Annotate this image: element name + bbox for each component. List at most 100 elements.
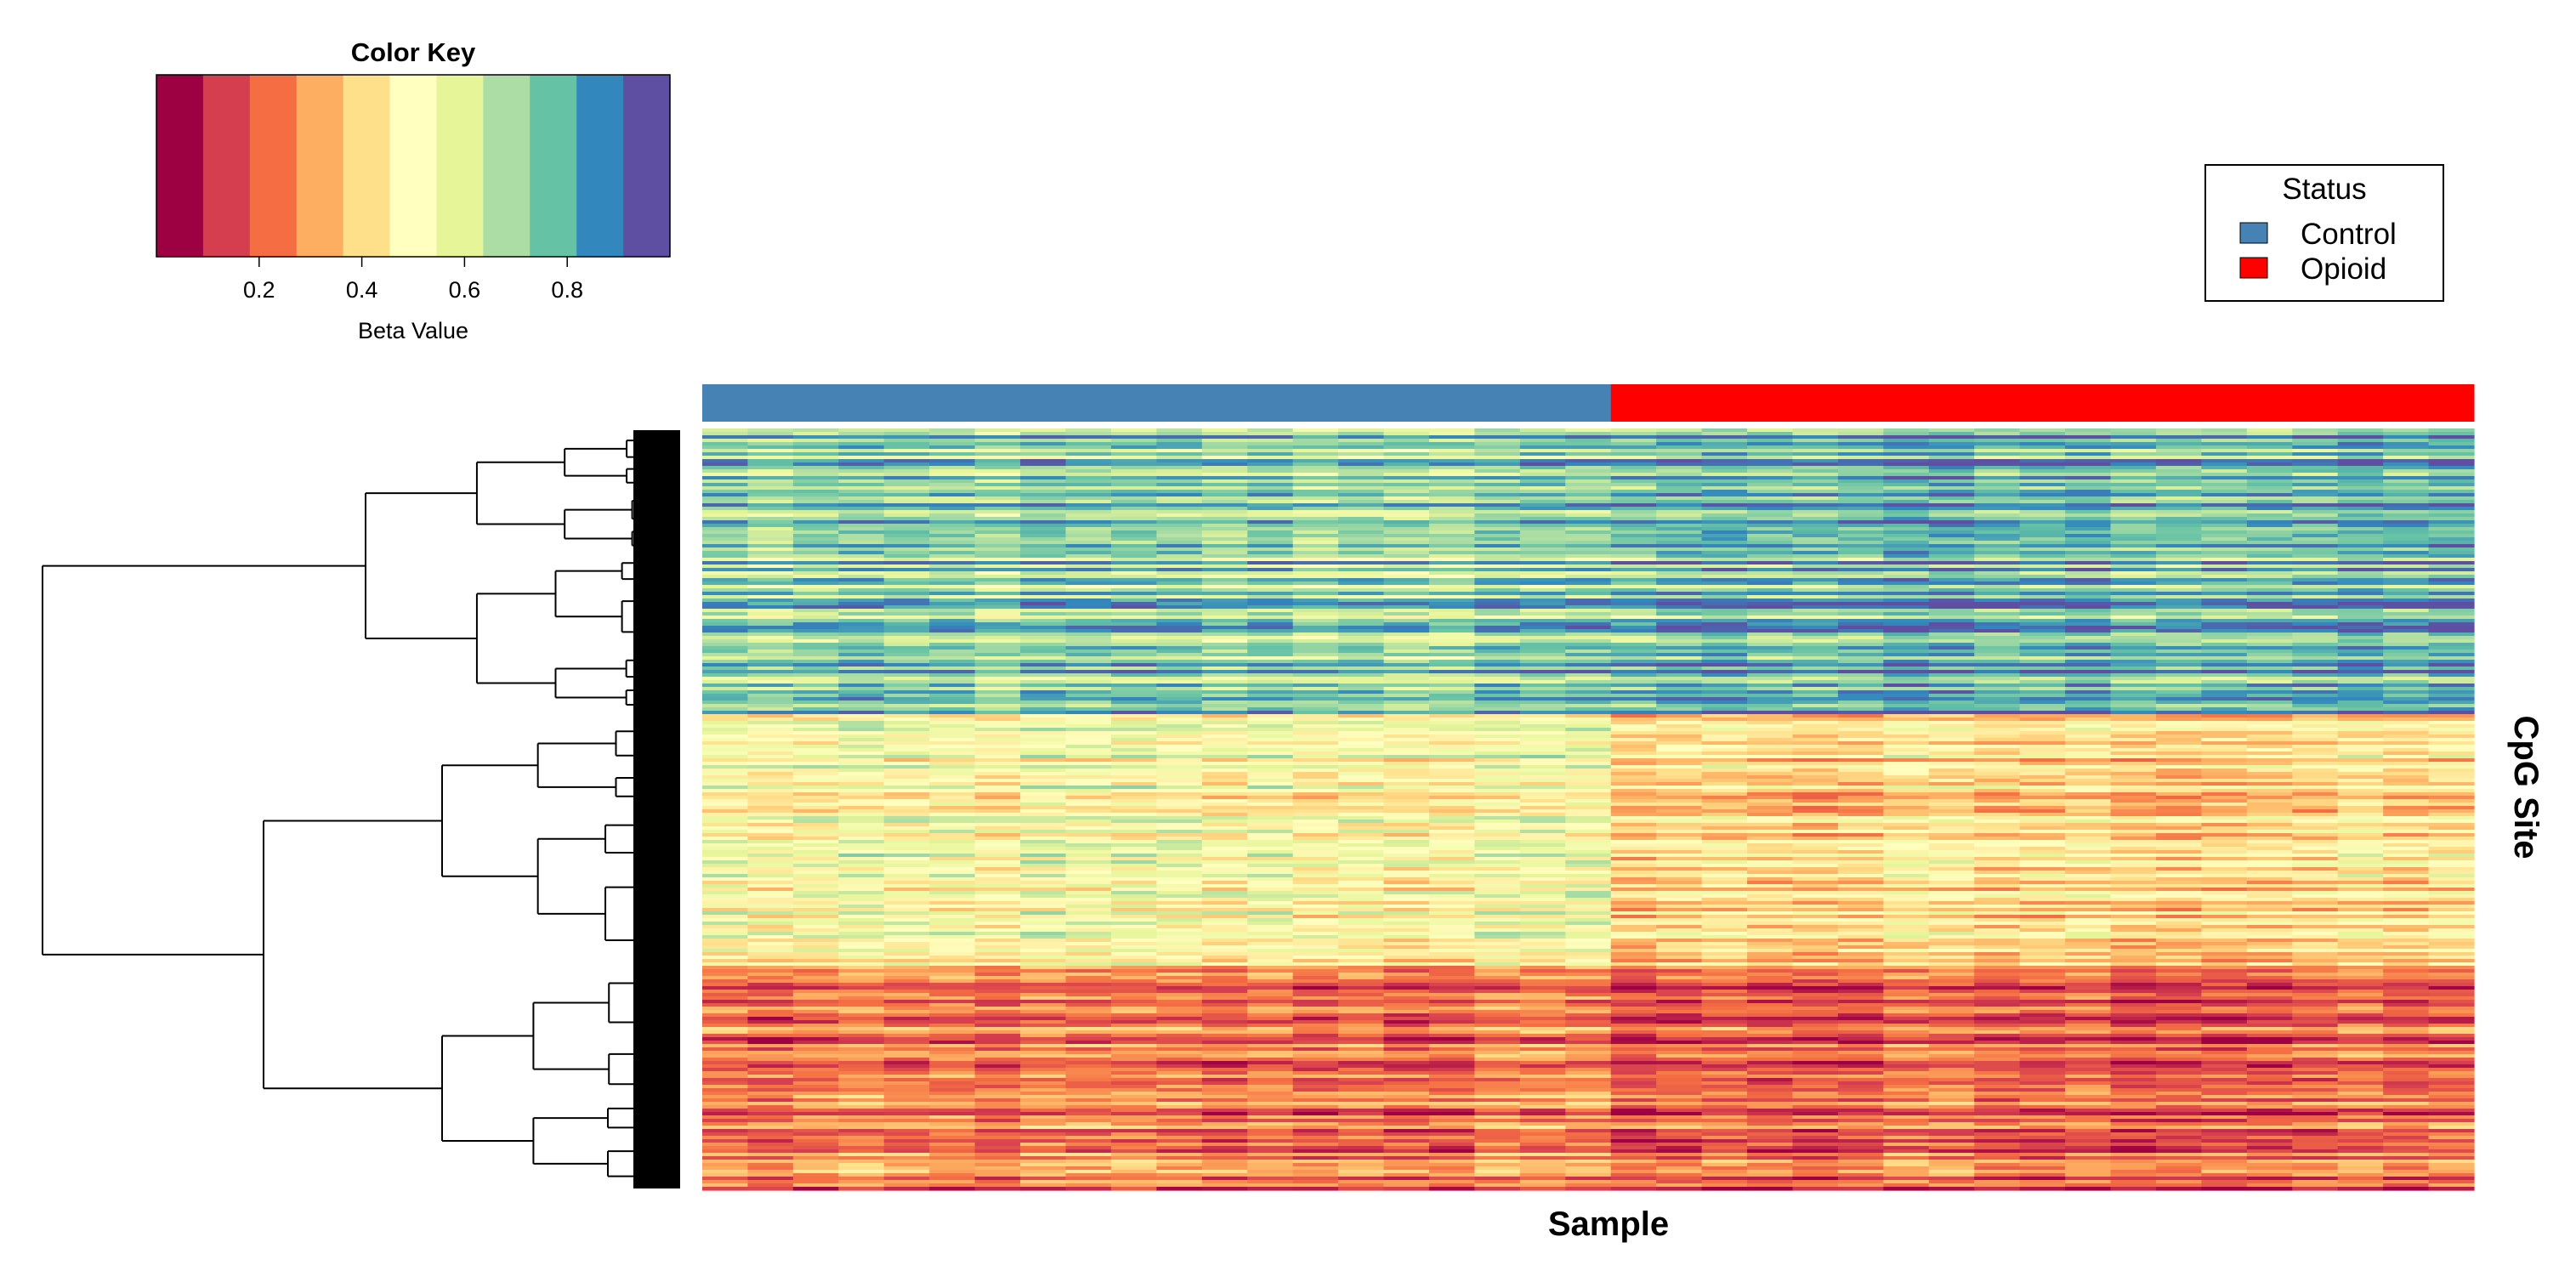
- heatmap-cell: [1201, 575, 1248, 579]
- heatmap-cell: [838, 799, 885, 803]
- heatmap-cell: [1565, 820, 1612, 824]
- heatmap-cell: [1338, 517, 1385, 521]
- heatmap-cell: [2337, 826, 2384, 831]
- heatmap-cell: [1974, 517, 2021, 521]
- heatmap-cell: [1292, 493, 1339, 497]
- heatmap-cell: [1338, 581, 1385, 586]
- heatmap-cell: [1883, 595, 1930, 599]
- heatmap-cell: [1656, 581, 1703, 586]
- heatmap-cell: [2292, 660, 2339, 664]
- heatmap-cell: [1747, 490, 1794, 494]
- heatmap-cell: [974, 765, 1021, 769]
- heatmap-cell: [2065, 575, 2112, 579]
- heatmap-cell: [2292, 639, 2339, 644]
- heatmap-cell: [1110, 476, 1157, 480]
- heatmap-cell: [2292, 479, 2339, 484]
- heatmap-cell: [1020, 473, 1067, 477]
- heatmap-cell: [1292, 687, 1339, 691]
- heatmap-cell: [1656, 551, 1703, 555]
- heatmap-cell: [1156, 854, 1203, 858]
- heatmap-cell: [2383, 769, 2430, 773]
- heatmap-cell: [1247, 704, 1294, 708]
- heatmap-cell: [929, 513, 976, 518]
- heatmap-cell: [2428, 622, 2475, 627]
- heatmap-cell: [2155, 581, 2202, 586]
- heatmap-cell: [2155, 803, 2202, 807]
- heatmap-cell: [1428, 690, 1476, 695]
- heatmap-cell: [1565, 445, 1612, 450]
- heatmap-cell: [1383, 721, 1430, 725]
- heatmap-cell: [2201, 571, 2248, 576]
- heatmap-cell: [1883, 735, 1930, 739]
- heatmap-cell: [1020, 650, 1067, 654]
- heatmap-cell: [2246, 816, 2293, 820]
- heatmap-cell: [792, 769, 839, 773]
- heatmap-cell: [2019, 786, 2066, 790]
- heatmap-cell: [2155, 629, 2202, 633]
- heatmap-cell: [838, 653, 885, 657]
- heatmap-cell: [1247, 816, 1294, 820]
- heatmap-cell: [1201, 653, 1248, 657]
- color-key-title: Color Key: [351, 37, 476, 67]
- heatmap-cell: [1701, 820, 1748, 824]
- heatmap-cell: [1428, 786, 1476, 790]
- heatmap-cell: [2337, 728, 2384, 732]
- heatmap-cell: [1247, 445, 1294, 450]
- heatmap-cell: [1156, 541, 1203, 545]
- heatmap-cell: [1110, 728, 1157, 732]
- heatmap-cell: [2246, 758, 2293, 763]
- heatmap-cell: [2337, 731, 2384, 735]
- heatmap-cell: [2201, 721, 2248, 725]
- heatmap-cell: [2246, 449, 2293, 453]
- heatmap-cell: [1292, 575, 1339, 579]
- heatmap-cell: [1519, 595, 1566, 599]
- heatmap-cell: [2201, 602, 2248, 606]
- heatmap-cell: [1792, 843, 1839, 848]
- heatmap-cell: [929, 486, 976, 491]
- heatmap-cell: [1974, 735, 2021, 739]
- heatmap-cell: [2155, 530, 2202, 535]
- heatmap-cell: [929, 602, 976, 606]
- heatmap-cell: [1338, 534, 1385, 538]
- heatmap-cell: [838, 558, 885, 562]
- heatmap-cell: [1656, 462, 1703, 467]
- heatmap-cell: [792, 469, 839, 474]
- heatmap-cell: [1928, 803, 1975, 807]
- heatmap-cell: [1974, 503, 2021, 508]
- heatmap-cell: [2428, 588, 2475, 593]
- heatmap-cell: [1156, 473, 1203, 477]
- heatmap-cell: [1338, 547, 1385, 552]
- heatmap-cell: [747, 639, 794, 644]
- heatmap-cell: [1837, 809, 1884, 814]
- heatmap-cell: [1201, 772, 1248, 776]
- heatmap-cell: [1519, 486, 1566, 491]
- heatmap-cell: [1701, 857, 1748, 861]
- heatmap-cell: [929, 445, 976, 450]
- heatmap-cell: [2246, 854, 2293, 858]
- heatmap-cell: [2428, 442, 2475, 446]
- heatmap-cell: [1883, 578, 1930, 582]
- heatmap-cell: [2019, 541, 2066, 545]
- heatmap-cell: [1928, 833, 1975, 837]
- heatmap-cell: [747, 551, 794, 555]
- heatmap-cell: [1383, 738, 1430, 742]
- heatmap-cell: [1065, 837, 1112, 841]
- heatmap-cell: [1837, 806, 1884, 810]
- heatmap-cell: [1974, 541, 2021, 545]
- heatmap-cell: [1065, 826, 1112, 831]
- heatmap-cell: [1974, 690, 2021, 695]
- heatmap-cell: [1383, 575, 1430, 579]
- heatmap-cell: [1201, 809, 1248, 814]
- heatmap-cell: [1747, 684, 1794, 688]
- heatmap-cell: [2246, 782, 2293, 786]
- heatmap-cell: [1792, 697, 1839, 701]
- heatmap-cell: [1474, 779, 1521, 783]
- heatmap-cell: [1610, 680, 1657, 684]
- heatmap-cell: [2246, 799, 2293, 803]
- heatmap-cell: [1610, 452, 1657, 457]
- heatmap-cell: [2155, 724, 2202, 729]
- heatmap-cell: [1020, 850, 1067, 854]
- heatmap-cell: [1474, 769, 1521, 773]
- heatmap-cell: [1020, 544, 1067, 548]
- heatmap-cell: [838, 670, 885, 674]
